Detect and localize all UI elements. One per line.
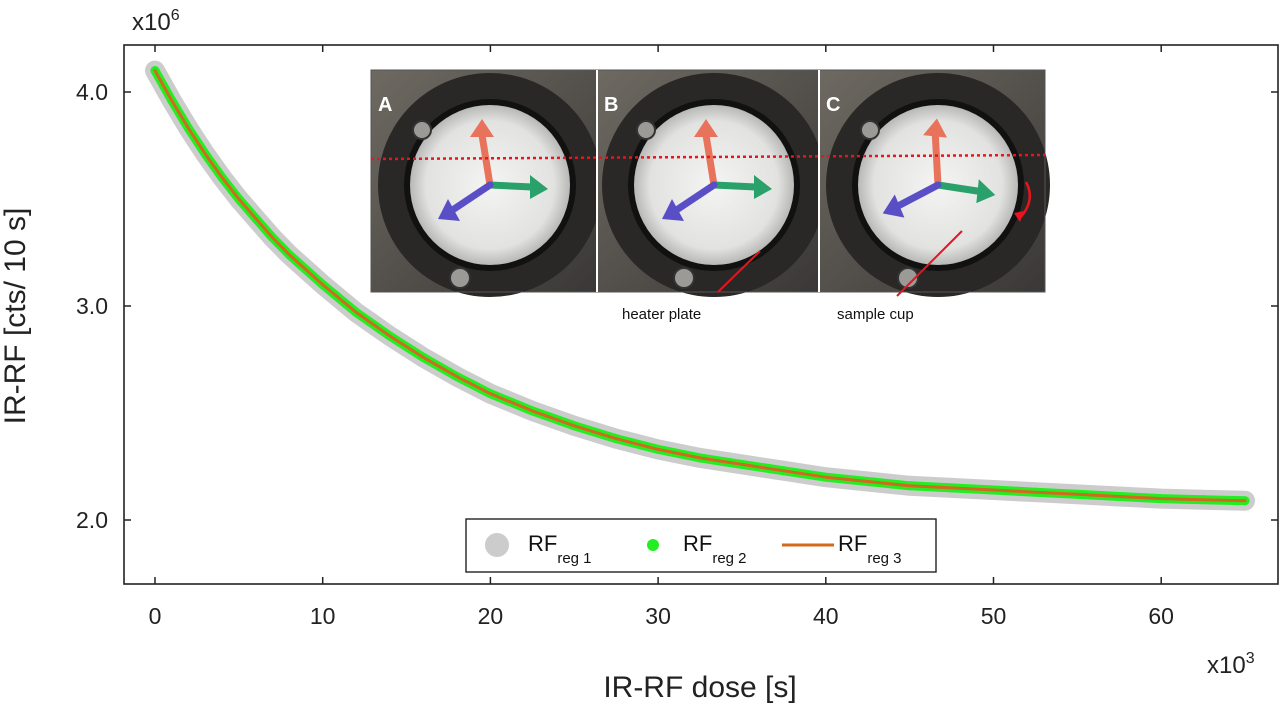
legend-name-reg2: RF xyxy=(683,531,712,556)
x-tick-label: 10 xyxy=(310,603,336,629)
y-tick-label: 3.0 xyxy=(76,293,108,319)
panel-letter: B xyxy=(604,94,618,116)
rotation-arrowhead-icon xyxy=(1014,211,1024,222)
x-axis-title: IR-RF dose [s] xyxy=(603,671,796,704)
x-tick-label: 40 xyxy=(813,603,839,629)
green-arrow xyxy=(710,181,760,191)
legend-sub-reg3: reg 3 xyxy=(867,550,901,567)
screw-icon xyxy=(449,267,471,289)
x-tick-label: 0 xyxy=(149,603,162,629)
screw-icon xyxy=(860,120,880,140)
x-multiplier: x103 xyxy=(1207,650,1255,679)
red-arrowhead xyxy=(923,118,947,138)
inset-photos: A B C xyxy=(370,69,1050,297)
orientation-arrows xyxy=(662,119,772,221)
green-arrowhead xyxy=(754,175,772,199)
sample-cup-label: sample cup xyxy=(837,306,914,323)
x-tick-label: 30 xyxy=(645,603,671,629)
red-arrowhead xyxy=(470,119,494,137)
legend-sub-reg1: reg 1 xyxy=(557,550,591,567)
green-arrow xyxy=(486,181,536,191)
legend-label-reg2: RFreg 2 xyxy=(683,531,747,567)
screw-icon xyxy=(673,267,695,289)
x-tick-label: 50 xyxy=(981,603,1007,629)
y-tick-label: 2.0 xyxy=(76,507,108,533)
blue-arrow xyxy=(896,181,942,209)
orientation-arrows xyxy=(438,119,548,221)
red-arrow xyxy=(931,130,942,189)
legend-name-reg1: RF xyxy=(528,531,557,556)
green-arrow xyxy=(934,181,984,195)
y-axis-title: IR-RF [cts/ 10 s] xyxy=(0,208,32,425)
legend-sub-reg2: reg 2 xyxy=(712,550,746,567)
y-multiplier-exp: 6 xyxy=(171,7,180,24)
x-tick-label: 20 xyxy=(478,603,504,629)
x-axis-ticks: 0 10 20 30 40 50 60 xyxy=(149,45,1174,629)
green-arrowhead xyxy=(976,179,996,204)
red-arrow xyxy=(702,131,718,189)
blue-arrowhead xyxy=(882,194,905,218)
inset-panel-a: A xyxy=(371,70,602,297)
y-tick-label: 4.0 xyxy=(76,79,108,105)
inset-panel-c: C xyxy=(819,70,1050,297)
blue-arrowhead xyxy=(662,199,684,221)
panel-letter: C xyxy=(826,94,840,116)
reference-dashed-line xyxy=(370,153,1046,161)
x-multiplier-exp: 3 xyxy=(1246,650,1255,667)
legend-label-reg3: RFreg 3 xyxy=(838,531,902,567)
legend: RFreg 1 RFreg 2 RFreg 3 xyxy=(465,518,937,573)
inset-panel-b: B xyxy=(597,70,826,297)
green-arrowhead xyxy=(530,175,548,199)
legend-name-reg3: RF xyxy=(838,531,867,556)
legend-label-reg1: RFreg 1 xyxy=(528,531,592,567)
heater-plate-callout-line xyxy=(717,250,761,293)
red-arrow xyxy=(478,131,494,189)
blue-arrow xyxy=(450,181,494,213)
orientation-arrows xyxy=(882,118,996,218)
y-multiplier-base: x10 xyxy=(132,9,171,36)
legend-box xyxy=(465,518,937,573)
panel-letter: A xyxy=(378,94,392,116)
heater-plate-label: heater plate xyxy=(622,306,701,323)
blue-arrowhead xyxy=(438,199,460,221)
screw-icon xyxy=(412,120,432,140)
series-reg3-line xyxy=(153,69,1247,503)
blue-arrow xyxy=(674,181,718,213)
inset-frame xyxy=(370,69,1046,293)
x-tick-label: 60 xyxy=(1148,603,1174,629)
series-layer xyxy=(145,60,1255,511)
red-arrowhead xyxy=(694,119,718,137)
legend-marker-reg2 xyxy=(647,539,659,551)
legend-marker-reg1 xyxy=(485,533,509,557)
screw-icon xyxy=(636,120,656,140)
y-multiplier: x106 xyxy=(132,7,180,36)
x-multiplier-base: x10 xyxy=(1207,652,1246,679)
screw-icon xyxy=(897,267,919,289)
y-axis-ticks: 2.0 3.0 4.0 xyxy=(76,79,1278,533)
sample-cup-callout-line xyxy=(896,230,963,297)
plot-area xyxy=(123,44,1279,585)
